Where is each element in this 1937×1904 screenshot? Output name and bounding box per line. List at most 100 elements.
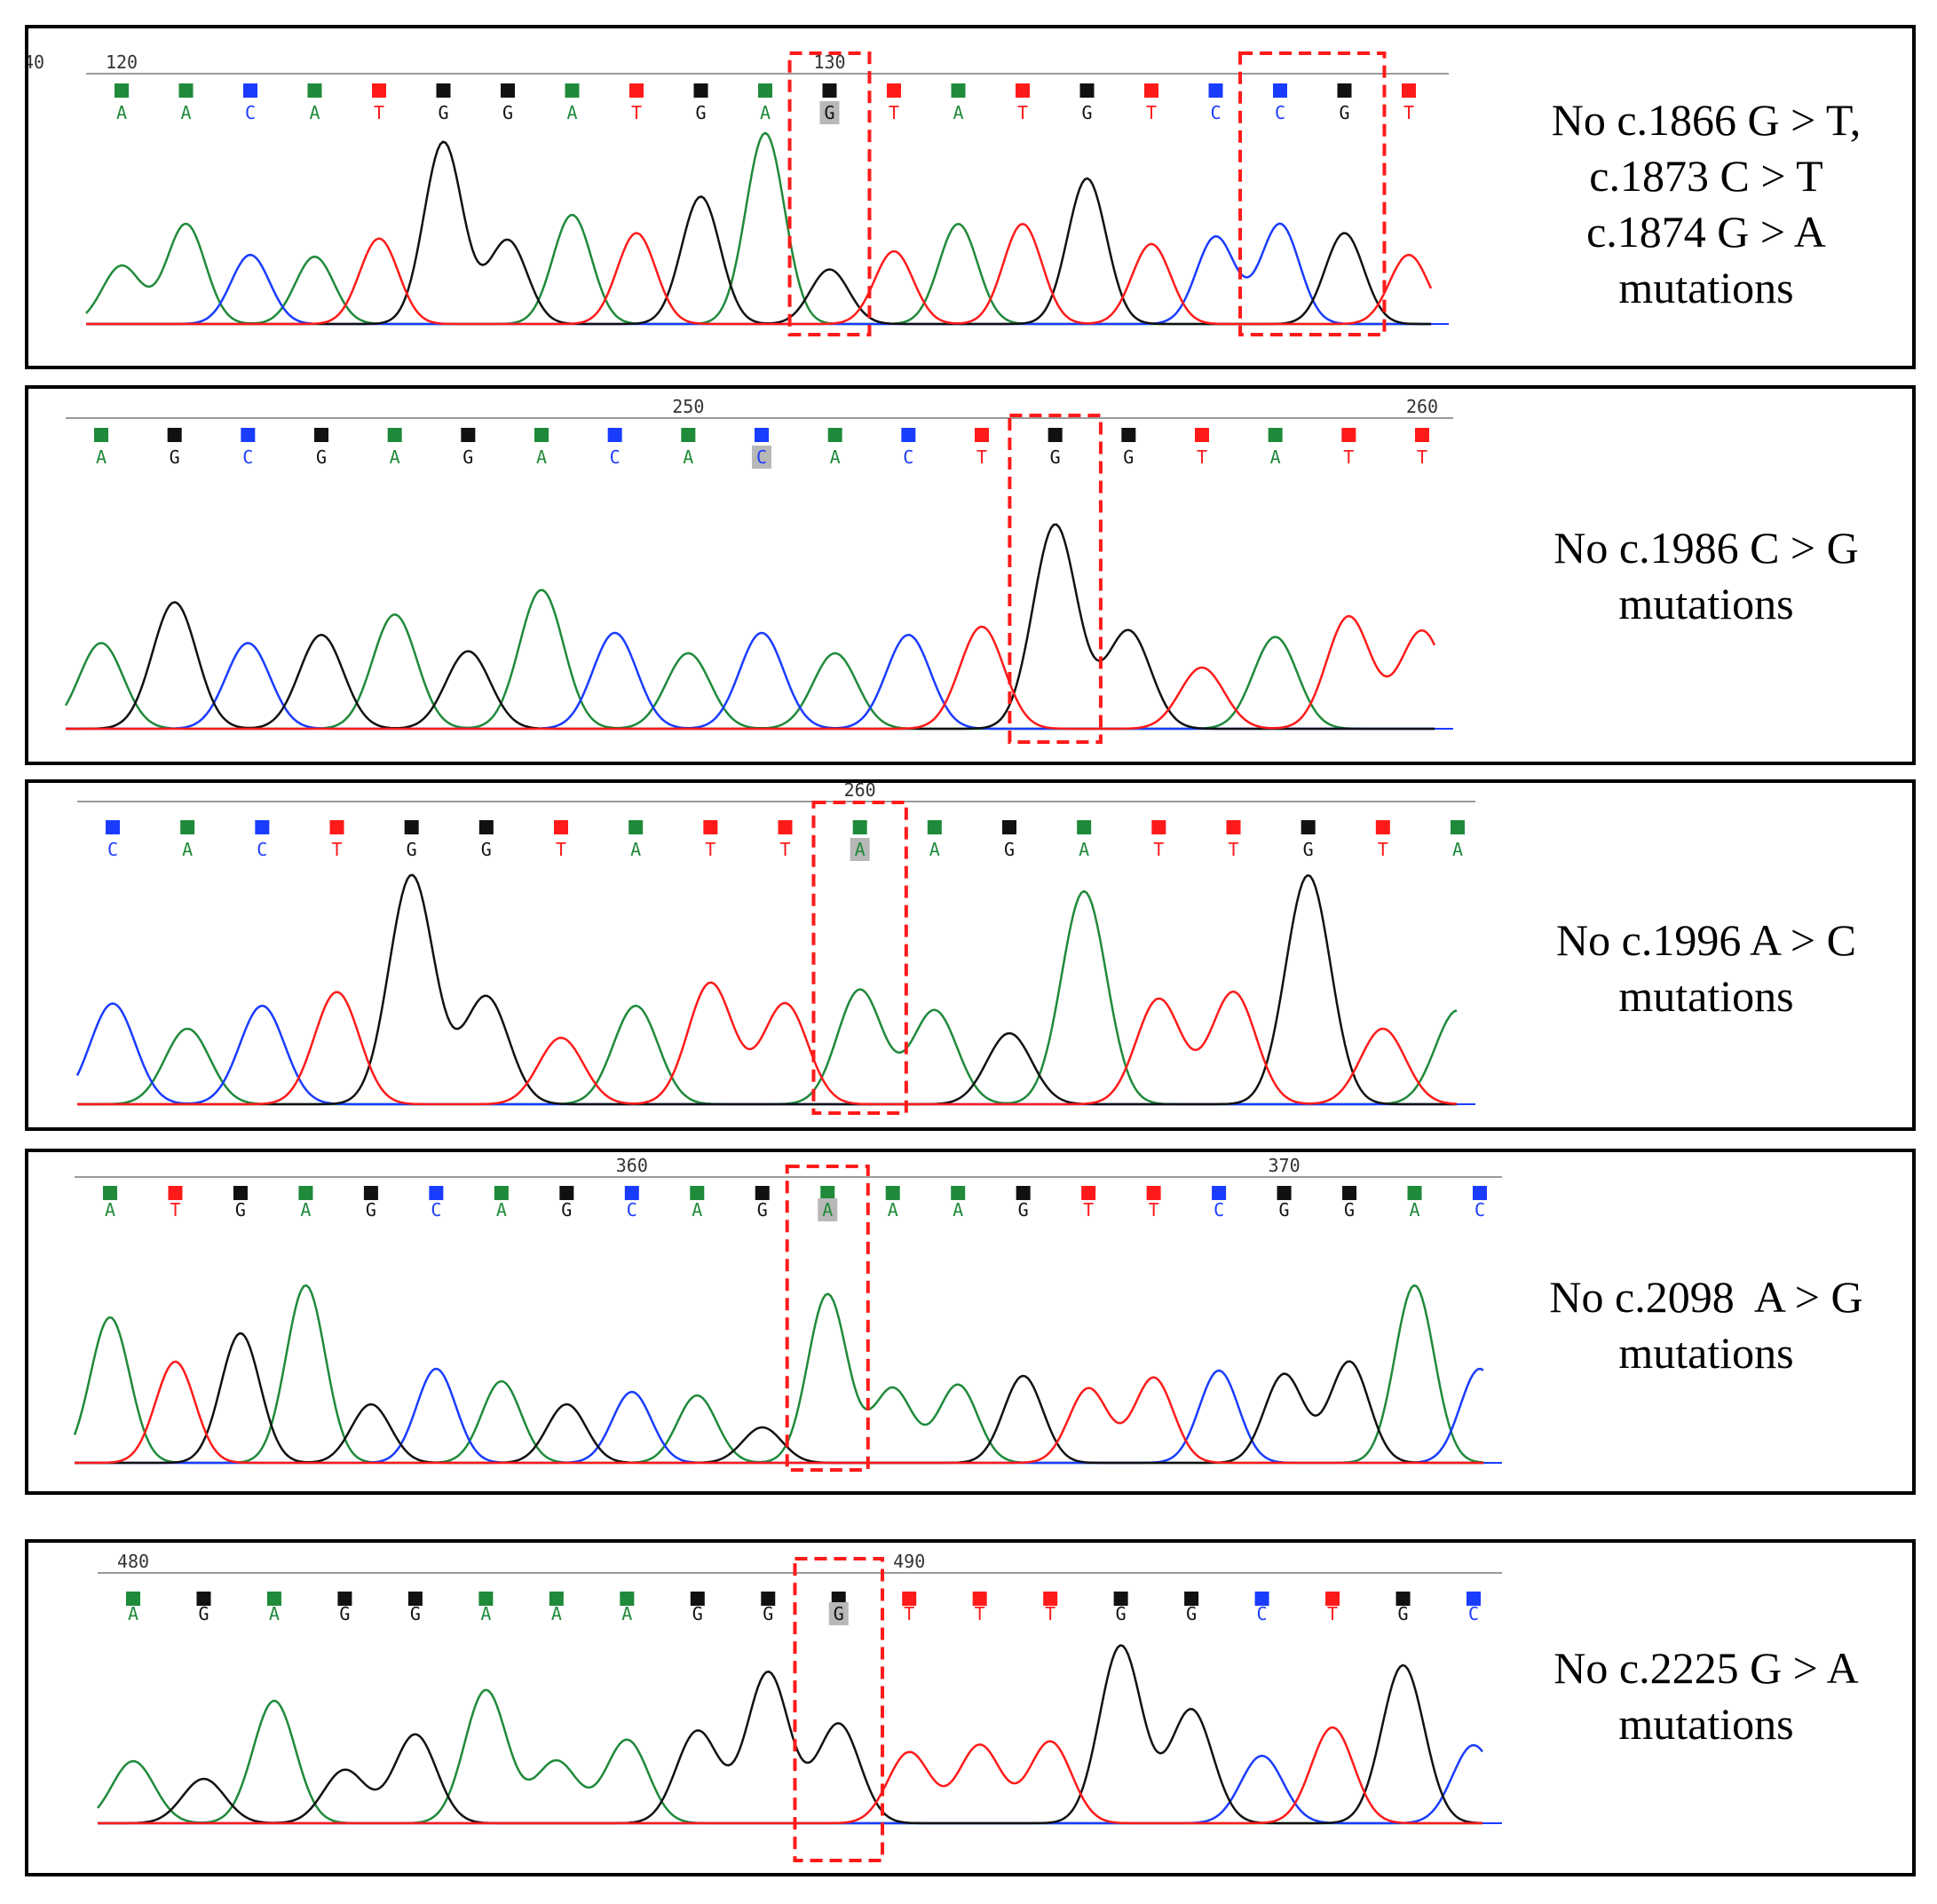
base-quality-marker bbox=[690, 1186, 705, 1200]
base-quality-marker bbox=[266, 1592, 281, 1606]
base-quality-marker bbox=[1342, 1186, 1357, 1200]
base-quality-marker bbox=[902, 1592, 917, 1606]
base-call-label: C bbox=[257, 839, 267, 860]
base-quality-marker bbox=[1451, 820, 1465, 834]
base-call-label: T bbox=[1228, 839, 1238, 860]
base-call-label: A bbox=[1270, 446, 1281, 468]
base-call-label: T bbox=[904, 1603, 914, 1624]
base-highlight bbox=[850, 838, 870, 861]
base-call-label: G bbox=[316, 446, 327, 468]
base-quality-marker bbox=[1341, 428, 1356, 442]
base-call-label: G bbox=[757, 1199, 768, 1221]
base-call-label: T bbox=[1149, 1199, 1159, 1221]
mutation-site-box bbox=[1008, 414, 1103, 744]
base-quality-marker bbox=[620, 1592, 635, 1606]
base-call-label: C bbox=[1210, 102, 1221, 123]
base-call-label: A bbox=[1410, 1199, 1420, 1221]
base-quality-marker bbox=[478, 820, 494, 834]
trace-t-channel bbox=[86, 223, 1433, 326]
base-call-label: G bbox=[834, 1603, 844, 1624]
trace-a-channel bbox=[97, 1688, 1482, 1825]
caption-line: No c.1996 A > C bbox=[1556, 915, 1856, 965]
base-quality-marker bbox=[1415, 428, 1429, 442]
base-call-label: T bbox=[1343, 446, 1354, 468]
base-quality-marker bbox=[852, 820, 867, 834]
base-quality-marker bbox=[329, 820, 344, 834]
base-call-label: A bbox=[536, 446, 547, 468]
base-quality-marker bbox=[1146, 1186, 1161, 1200]
base-call-label: T bbox=[1403, 102, 1414, 123]
ruler-label: 250 bbox=[672, 396, 704, 417]
base-call-label: T bbox=[1197, 446, 1207, 468]
trace-t-channel bbox=[77, 981, 1458, 1106]
base-call-label: A bbox=[1452, 839, 1463, 860]
base-call-label: G bbox=[1344, 1199, 1355, 1221]
base-call-label: T bbox=[1417, 446, 1427, 468]
base-quality-marker bbox=[1402, 83, 1416, 98]
base-call-label: G bbox=[692, 1603, 703, 1624]
base-call-label: G bbox=[339, 1603, 350, 1624]
base-call-label: C bbox=[1468, 1603, 1479, 1624]
base-quality-marker bbox=[1144, 83, 1158, 98]
base-call-label: T bbox=[170, 1199, 180, 1221]
base-quality-marker bbox=[478, 1592, 494, 1606]
base-call-label: G bbox=[1398, 1603, 1409, 1624]
base-highlight bbox=[819, 101, 840, 124]
base-call-label: C bbox=[242, 446, 253, 468]
base-call-label: A bbox=[621, 1603, 632, 1624]
base-call-label: A bbox=[953, 102, 963, 123]
base-quality-marker bbox=[624, 1186, 639, 1200]
base-quality-marker bbox=[1268, 428, 1283, 442]
caption-line: c.1873 C > T bbox=[1589, 151, 1823, 201]
base-call-label: G bbox=[235, 1199, 246, 1221]
base-quality-marker bbox=[1273, 83, 1287, 98]
base-call-label: A bbox=[760, 102, 771, 123]
base-call-label: T bbox=[889, 102, 899, 123]
mutation-site-box bbox=[785, 1165, 870, 1472]
trace-t-channel bbox=[75, 1360, 1483, 1465]
base-call-label: T bbox=[1017, 102, 1028, 123]
base-quality-marker bbox=[629, 820, 644, 834]
mutation-caption-2: No c.1986 C > G mutations bbox=[1502, 520, 1910, 632]
mutation-site-box bbox=[787, 51, 872, 336]
base-call-label: T bbox=[1083, 1199, 1094, 1221]
base-quality-marker bbox=[1077, 820, 1092, 834]
base-quality-marker bbox=[1407, 1186, 1422, 1200]
base-call-label: G bbox=[407, 839, 417, 860]
chromatogram-panel-5: 480 490 A G A G G A A A G G G T T T G G C T G C No c.2225 G >… bbox=[25, 1539, 1916, 1876]
chromatogram-trace-4: 360 370 A T G A G C A G C A G A A A G T T C G G A C bbox=[73, 1155, 1502, 1472]
base-call-label: C bbox=[1275, 102, 1285, 123]
base-call-label: G bbox=[824, 102, 834, 123]
base-quality-marker bbox=[827, 428, 842, 442]
ruler-label: 490 bbox=[893, 1551, 925, 1572]
base-call-label: A bbox=[551, 1603, 562, 1624]
base-quality-marker bbox=[1395, 1592, 1411, 1606]
chromatogram-panel-2: 250 260 A G C G A G A C A C A C T G G T A T T No c.1986 C > … bbox=[25, 385, 1916, 765]
base-call-label: G bbox=[1339, 102, 1349, 123]
base-call-label: G bbox=[463, 446, 473, 468]
base-quality-marker bbox=[106, 820, 120, 834]
base-quality-marker bbox=[681, 428, 696, 442]
base-quality-marker bbox=[778, 820, 793, 834]
base-call-label: A bbox=[300, 1199, 311, 1221]
base-quality-marker bbox=[1212, 1186, 1227, 1200]
base-call-label: G bbox=[1123, 446, 1134, 468]
caption-line: mutations bbox=[1618, 263, 1794, 312]
base-quality-marker bbox=[1473, 1186, 1487, 1200]
base-quality-marker bbox=[1375, 820, 1390, 834]
base-call-label: G bbox=[410, 1603, 421, 1624]
base-quality-marker bbox=[690, 1592, 705, 1606]
base-quality-marker bbox=[822, 83, 837, 98]
base-quality-marker bbox=[607, 428, 622, 442]
base-quality-marker bbox=[429, 1186, 444, 1200]
base-quality-marker bbox=[820, 1186, 835, 1200]
base-quality-marker bbox=[115, 83, 129, 98]
base-call-label: A bbox=[888, 1199, 898, 1221]
base-quality-marker bbox=[196, 1592, 211, 1606]
base-call-label: A bbox=[566, 102, 577, 123]
trace-c-channel bbox=[75, 1367, 1484, 1465]
trace-t-channel bbox=[98, 1726, 1482, 1825]
ruler-label: 260 bbox=[1406, 396, 1438, 417]
base-quality-marker bbox=[951, 83, 966, 98]
base-quality-marker bbox=[372, 83, 386, 98]
